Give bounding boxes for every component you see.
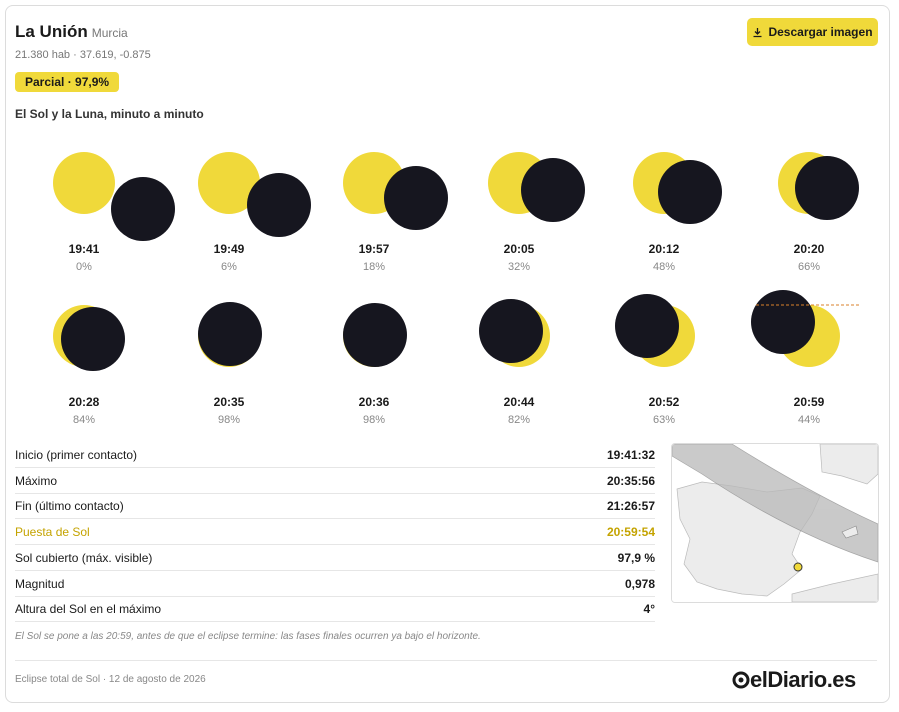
phase-coverage: 32% [508, 261, 530, 273]
logo: elDiario.es [732, 667, 856, 693]
moon [247, 173, 311, 237]
moon [343, 303, 407, 367]
row-value: 0,978 [624, 576, 655, 591]
row-value: 21:26:57 [606, 499, 655, 514]
map [671, 443, 879, 603]
row-value: 20:59:54 [606, 525, 655, 540]
phase-time: 20:35 [214, 395, 245, 409]
phase-time: 20:28 [69, 395, 100, 409]
phase-time: 19:49 [214, 242, 245, 256]
table-row: Inicio (primer contacto) 19:41:32 [15, 443, 655, 468]
phase-coverage: 66% [798, 261, 820, 273]
logo-mark [732, 671, 750, 689]
moon [384, 166, 448, 230]
phase-time: 20:59 [794, 395, 825, 409]
moon [795, 156, 859, 220]
download-button[interactable]: Descargar imagen [747, 18, 878, 46]
table-row: Magnitud 0,978 [15, 572, 655, 597]
row-label: Puesta de Sol [15, 525, 90, 540]
moon [615, 294, 679, 358]
row-value: 4° [643, 602, 655, 617]
moon [111, 177, 175, 241]
badge: Parcial · 97,9% [15, 72, 120, 92]
note: El Sol se pone a las 20:59, antes de que… [15, 631, 481, 642]
city: La Unión [15, 22, 88, 41]
moon [198, 302, 262, 366]
title: La Unión Murcia [15, 22, 128, 42]
moon [658, 160, 722, 224]
phase-time: 20:05 [504, 242, 535, 256]
card [5, 5, 890, 703]
moon [521, 158, 585, 222]
table-row: Fin (último contacto) 21:26:57 [15, 494, 655, 520]
sun [198, 152, 260, 214]
phase-coverage: 44% [798, 414, 820, 426]
phase-time: 19:41 [69, 242, 100, 256]
table-row: Sol cubierto (máx. visible) 97,9 % [15, 546, 655, 571]
row-label: Sol cubierto (máx. visible) [15, 550, 153, 565]
phase-coverage: 0% [76, 261, 92, 273]
phase-coverage: 63% [653, 414, 675, 426]
phase-coverage: 98% [363, 414, 385, 426]
phase-coverage: 98% [218, 414, 240, 426]
download-icon [753, 27, 762, 37]
footer-text: Eclipse total de Sol · 12 de agosto de 2… [15, 674, 206, 685]
button-label: Descargar imagen [768, 25, 873, 39]
phase-coverage: 18% [363, 261, 385, 273]
phase-coverage: 82% [508, 414, 530, 426]
logo-text: elDiario.es [750, 667, 856, 692]
table-row: Puesta de Sol 20:59:54 [15, 520, 655, 546]
row-label: Máximo [15, 473, 58, 488]
phase-coverage: 84% [73, 414, 95, 426]
row-label: Magnitud [15, 576, 65, 591]
row-value: 19:41:32 [606, 448, 655, 462]
sun [53, 152, 115, 214]
table-row: Altura del Sol en el máximo 4° [15, 597, 655, 623]
phase-time: 19:57 [359, 242, 390, 256]
phase-time: 20:12 [649, 242, 680, 256]
phase-coverage: 6% [221, 261, 237, 273]
row-value: 97,9 % [617, 550, 655, 565]
row-label: Inicio (primer contacto) [15, 448, 138, 462]
table-row: Máximo 20:35:56 [15, 469, 655, 494]
footer-divider [15, 660, 877, 661]
moon [751, 290, 815, 354]
phase-time: 20:44 [504, 395, 535, 409]
phase-time: 20:52 [649, 395, 680, 409]
phase-time: 20:20 [794, 242, 825, 256]
phase-time: 20:36 [359, 395, 390, 409]
row-label: Fin (último contacto) [15, 499, 124, 514]
moon [61, 307, 125, 371]
phase-coverage: 48% [653, 261, 675, 273]
map-svg [672, 444, 878, 602]
moon [479, 299, 543, 363]
section-title: El Sol y la Luna, minuto a minuto [15, 107, 204, 121]
meta: 21.380 hab · 37.619, -0.875 [15, 49, 151, 61]
region: Murcia [91, 26, 128, 40]
row-value: 20:35:56 [606, 473, 655, 488]
row-label: Altura del Sol en el máximo [15, 602, 162, 617]
phases: 19:41 0% 19:49 6% 19:57 18% 20:05 32% 20:12 48% 20… [53, 152, 861, 426]
